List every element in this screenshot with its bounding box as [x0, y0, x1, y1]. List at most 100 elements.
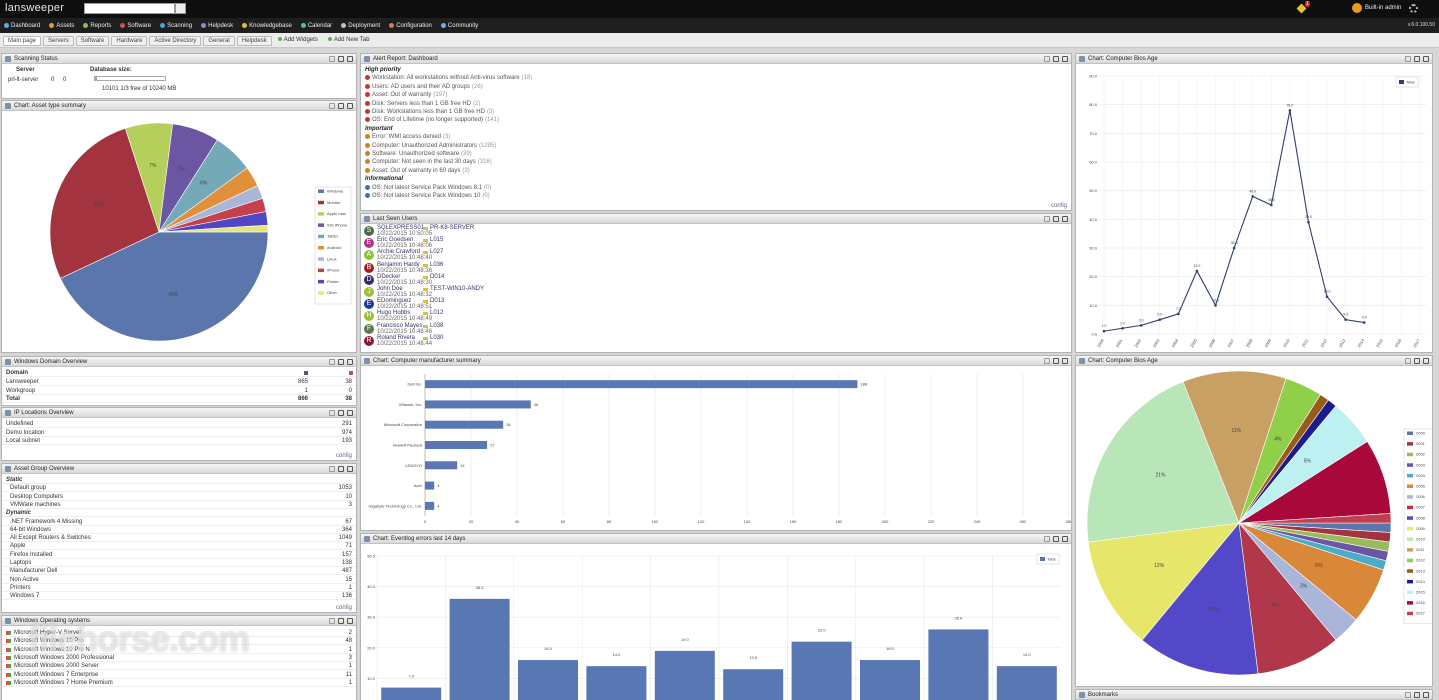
alert-item[interactable]: OS: Not latest Service Pack Windows 10 (0… [365, 193, 490, 199]
user-name[interactable]: Eric Goedsen [377, 237, 414, 244]
tab[interactable]: Servers [43, 36, 74, 46]
user-name[interactable]: Roland Rivera [377, 334, 416, 341]
nav-item[interactable]: Community [440, 23, 478, 29]
tab[interactable]: Active Directory [149, 36, 202, 46]
nav-label[interactable]: Scanning [167, 22, 193, 29]
alert-text[interactable]: Users: AD users and their AD groups [372, 83, 471, 90]
maximize-button[interactable] [338, 618, 344, 624]
edit-button[interactable] [1405, 358, 1411, 364]
nav-item[interactable]: Software [120, 23, 151, 29]
alert-text[interactable]: Disk: Servers less than 1 GB free HD [372, 100, 472, 107]
edit-button[interactable] [329, 359, 335, 365]
tab[interactable]: Helpdesk [236, 36, 272, 46]
notification-count[interactable]: 1 [1305, 1, 1310, 7]
alert-item[interactable]: Computer: Unauthorized Administrators (12… [365, 142, 496, 149]
maximize-button[interactable] [1053, 56, 1059, 62]
alert-item[interactable]: Software: Unauthorized software (39) [365, 151, 472, 157]
close-button[interactable] [1062, 536, 1068, 542]
user-name[interactable]: SQLEXPRESS01 [377, 225, 425, 231]
tab-action[interactable]: Add New Tab [324, 36, 374, 46]
user-name[interactable]: DDecker [377, 273, 401, 280]
close-button[interactable] [1062, 358, 1068, 364]
computer-name[interactable]: L012 [430, 310, 444, 317]
nav-label[interactable]: Deployment [348, 22, 381, 29]
alert-text[interactable]: Asset: Out of warranty in 60 days [372, 167, 461, 174]
maximize-button[interactable] [338, 466, 344, 472]
nav-label[interactable]: Configuration [396, 22, 432, 29]
nav-label[interactable]: Calendar [307, 22, 333, 29]
alert-text[interactable]: Computer: Unauthorized Administrators [372, 142, 478, 149]
edit-button[interactable] [1405, 56, 1411, 62]
computer-name[interactable]: L038 [430, 322, 444, 329]
nav-item[interactable]: Calendar [300, 22, 333, 29]
alert-text[interactable]: OS: Not latest Service Pack Windows 8.1 [372, 184, 483, 191]
edit-button[interactable] [1405, 692, 1411, 698]
maximize-button[interactable] [1414, 358, 1420, 364]
edit-button[interactable] [1044, 216, 1050, 222]
nav-item[interactable]: Dashboard [4, 23, 40, 29]
alert-text[interactable]: Error: WMI access denied [372, 134, 442, 141]
close-button[interactable] [1062, 56, 1068, 62]
maximize-button[interactable] [338, 103, 344, 109]
user-name[interactable]: Built-in admin [1365, 5, 1402, 11]
action-label[interactable]: Add Widgets [283, 37, 318, 43]
user-name[interactable]: John Doe [377, 286, 403, 292]
nav-item[interactable]: Scanning [160, 23, 192, 29]
nav-item[interactable]: Configuration [389, 23, 432, 29]
alert-item[interactable]: Computer: Not seen in the last 30 days (3… [365, 159, 492, 165]
user-name[interactable]: Francisco Mayes [377, 322, 423, 329]
computer-name[interactable]: PR-K8-SERVER [430, 225, 475, 231]
tab[interactable]: Hardware [111, 36, 148, 46]
edit-button[interactable] [1044, 358, 1050, 364]
maximize-button[interactable] [1053, 216, 1059, 222]
user-name[interactable]: Hugo Hobbs [377, 310, 411, 317]
alert-text[interactable]: OS: Not latest Service Pack Windows 10 [372, 193, 481, 200]
search-button[interactable] [175, 3, 186, 14]
close-button[interactable] [347, 359, 353, 365]
tab-action[interactable]: Add Widgets [274, 36, 322, 46]
maximize-button[interactable] [338, 410, 344, 416]
edit-button[interactable] [1044, 536, 1050, 542]
close-button[interactable] [347, 103, 353, 109]
edit-button[interactable] [329, 56, 335, 62]
user-name[interactable]: Benjamin Hardy [377, 261, 420, 268]
nav-label[interactable]: Reports [90, 22, 112, 29]
close-button[interactable] [347, 618, 353, 624]
alert-item[interactable]: OS: End of Lifetime (no longer supported… [365, 117, 499, 123]
alert-text[interactable]: Computer: Not seen in the last 30 days [372, 159, 476, 166]
computer-name[interactable]: L030 [430, 334, 444, 341]
nav-item[interactable]: Helpdesk [201, 23, 233, 29]
maximize-button[interactable] [1414, 56, 1420, 62]
tab[interactable]: Main page [3, 36, 42, 46]
alert-text[interactable]: OS: End of Lifetime (no longer supported… [372, 117, 484, 124]
close-button[interactable] [347, 410, 353, 416]
alert-text[interactable]: Asset: Out of warranty [372, 92, 432, 99]
nav-label[interactable]: Knowledgebase [249, 22, 292, 29]
computer-name[interactable]: D014 [430, 273, 445, 280]
maximize-button[interactable] [1053, 536, 1059, 542]
alert-item[interactable]: Disk: Servers less than 1 GB free HD (2) [365, 100, 480, 107]
alert-text[interactable]: Software: Unauthorized software [372, 151, 460, 158]
maximize-button[interactable] [338, 56, 344, 62]
edit-button[interactable] [329, 618, 335, 624]
settings-icon[interactable] [1409, 4, 1418, 13]
config-link[interactable]: config [335, 605, 352, 611]
nav-item[interactable]: Deployment [341, 23, 380, 29]
nav-label[interactable]: Dashboard [11, 22, 41, 29]
maximize-button[interactable] [1414, 692, 1420, 698]
alert-item[interactable]: OS: Not latest Service Pack Windows 8.1(… [365, 184, 491, 191]
config-link[interactable]: config [335, 453, 352, 459]
computer-name[interactable]: D013 [430, 298, 445, 305]
nav-label[interactable]: Helpdesk [208, 22, 234, 29]
alert-item[interactable]: Workstation: All workstations without An… [365, 75, 532, 81]
user-name[interactable]: EDominguez [377, 298, 412, 305]
nav-item[interactable]: Assets [49, 23, 74, 29]
computer-name[interactable]: L036 [430, 261, 444, 268]
nav-item[interactable]: Knowledgebase [242, 23, 292, 29]
maximize-button[interactable] [1053, 358, 1059, 364]
action-label[interactable]: Add New Tab [333, 37, 370, 43]
close-button[interactable] [347, 56, 353, 62]
close-button[interactable] [1423, 692, 1429, 698]
nav-item[interactable]: Reports [83, 23, 111, 29]
alert-item[interactable]: Error: WMI access denied (3) [365, 134, 450, 140]
